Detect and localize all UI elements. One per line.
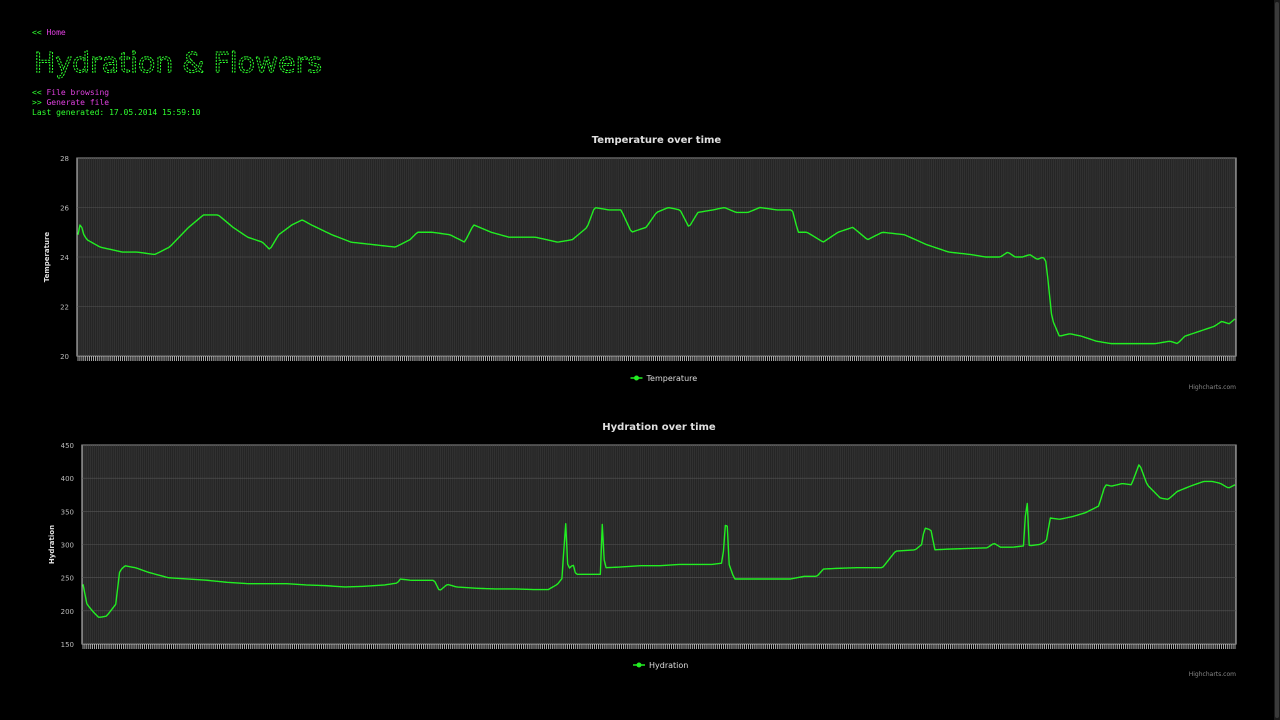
highcharts-credit[interactable]: Highcharts.com xyxy=(1189,384,1236,391)
y-axis-labels: 150 200 250 300 350 400 450 xyxy=(61,442,74,649)
y-tick-label: 300 xyxy=(61,542,74,550)
y-axis-title: Hydration xyxy=(48,525,56,564)
legend-item-temperature[interactable]: Temperature xyxy=(630,374,698,383)
vertical-scrollbar[interactable] xyxy=(1274,0,1280,720)
chart-title: Temperature over time xyxy=(592,135,722,146)
home-arrow: << xyxy=(32,28,42,37)
y-tick-label: 150 xyxy=(61,641,74,649)
y-tick-label: 22 xyxy=(60,304,69,312)
temperature-chart: Temperature over time 20 22 24 26 28 Tempera… xyxy=(43,135,1237,391)
generate-arrow: >> xyxy=(32,98,42,107)
y-axis-labels: 20 22 24 26 28 xyxy=(60,155,69,361)
legend-label: Hydration xyxy=(649,661,688,670)
y-tick-label: 200 xyxy=(61,608,74,616)
browse-arrow: << xyxy=(32,88,42,97)
horizontal-grid xyxy=(77,157,1236,357)
file-browsing-label[interactable]: File browsing xyxy=(46,88,110,97)
home-label[interactable]: Home xyxy=(46,28,66,37)
horizontal-grid xyxy=(82,444,1236,645)
legend-label: Temperature xyxy=(646,374,698,383)
y-tick-label: 250 xyxy=(61,575,74,583)
generate-file-link[interactable]: >> Generate file xyxy=(32,98,109,108)
logo-text: Hydration & Flowers xyxy=(34,46,322,79)
x-axis-ticks xyxy=(82,644,1236,649)
y-tick-label: 24 xyxy=(60,254,69,262)
series-line-hydration[interactable] xyxy=(82,464,1236,618)
legend-marker xyxy=(636,662,642,668)
x-axis-ticks xyxy=(77,356,1236,361)
home-link[interactable]: << Home xyxy=(32,28,66,38)
hydration-chart: Hydration over time 150 200 250 300 350 400 45… xyxy=(48,422,1237,678)
file-browsing-link[interactable]: << File browsing xyxy=(32,88,109,98)
y-axis-title: Temperature xyxy=(43,232,51,283)
legend-marker xyxy=(634,375,639,381)
y-tick-label: 28 xyxy=(60,155,69,163)
highcharts-credit[interactable]: Highcharts.com xyxy=(1189,671,1236,678)
scrollbar-thumb[interactable] xyxy=(1275,2,1279,718)
chart-title: Hydration over time xyxy=(602,422,716,433)
x-tick-marks xyxy=(82,644,1236,649)
y-tick-label: 20 xyxy=(60,353,69,361)
x-tick-marks xyxy=(77,356,1236,361)
y-tick-label: 350 xyxy=(61,508,74,516)
y-tick-label: 26 xyxy=(60,205,69,213)
y-tick-label: 450 xyxy=(61,442,74,450)
y-tick-label: 400 xyxy=(61,475,74,483)
last-generated-text: Last generated: 17.05.2014 15:59:10 xyxy=(32,108,201,117)
series-line-temperature[interactable] xyxy=(77,206,1236,345)
site-logo: Hydration & Flowers xyxy=(34,46,323,80)
legend-item-hydration[interactable]: Hydration xyxy=(633,661,688,670)
generate-file-label[interactable]: Generate file xyxy=(46,98,110,107)
